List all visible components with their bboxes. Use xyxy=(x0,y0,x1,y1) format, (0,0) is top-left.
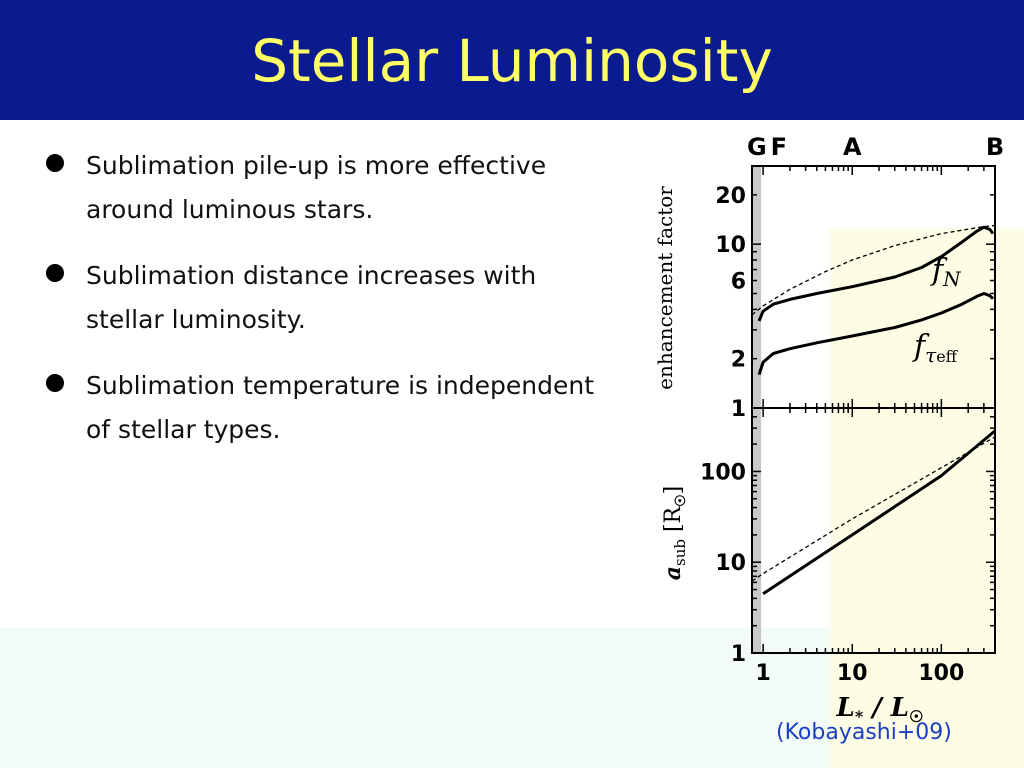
x-axis-label-part: / L xyxy=(863,693,909,723)
spectral-type-label: F xyxy=(771,133,787,161)
y-tick-label: 10 xyxy=(715,551,746,576)
bullet-text: Sublimation pile-up is more effective ar… xyxy=(86,151,547,224)
series-line-dashed xyxy=(751,224,996,316)
series-line-f-tau-eff xyxy=(757,292,995,376)
bullet-dot-icon xyxy=(46,154,64,172)
series-line-a-sub xyxy=(762,429,996,595)
series-label-sub: τ xyxy=(925,343,937,367)
y-axis-label-part: [R xyxy=(661,505,686,539)
series-line-f-n xyxy=(757,225,995,322)
x-tick-label: 1 xyxy=(755,661,770,686)
x-axis-label-sub: * xyxy=(855,707,864,726)
y-tick-label: 10 xyxy=(715,233,746,258)
spectral-type-label: G xyxy=(747,133,767,161)
bullet-item: Sublimation distance increases with stel… xyxy=(40,254,600,342)
x-axis-label-sun: ☉ xyxy=(909,707,923,726)
bullet-item: Sublimation temperature is independent o… xyxy=(40,364,600,452)
series-label-sub: N xyxy=(942,267,962,291)
y-tick-label: 6 xyxy=(731,270,746,295)
shaded-region xyxy=(752,408,762,653)
y-axis-label-sub: sub xyxy=(671,539,689,566)
bullet-item: Sublimation pile-up is more effective ar… xyxy=(40,144,600,232)
y-axis-label: asub [R☉] xyxy=(660,486,689,581)
spectral-type-label: A xyxy=(843,133,862,161)
bullet-text: Sublimation distance increases with stel… xyxy=(86,261,537,334)
y-axis-label-part: ] xyxy=(661,486,686,495)
y-axis-label-sun: ☉ xyxy=(673,494,689,507)
bullet-dot-icon xyxy=(46,264,64,282)
y-tick-label: 2 xyxy=(731,348,746,373)
y-axis-label: enhancement factor xyxy=(653,186,677,390)
series-label-f-tau-eff: fτeff xyxy=(912,329,959,367)
y-tick-label: 100 xyxy=(700,460,746,485)
series-label-f-n: fN xyxy=(930,253,962,291)
slide-title: Stellar Luminosity xyxy=(251,27,773,95)
spectral-type-label: B xyxy=(986,133,1004,161)
plot-frame xyxy=(751,407,996,654)
title-bar: Stellar Luminosity xyxy=(0,0,1024,120)
series-label-subsub: eff xyxy=(936,347,958,366)
chart-panel-2: 1 10 100 xyxy=(700,407,996,667)
series-line-dashed xyxy=(751,436,996,582)
x-tick-label: 100 xyxy=(918,661,964,686)
shaded-region xyxy=(752,166,762,408)
bullet-dot-icon xyxy=(46,374,64,392)
x-tick-label: 10 xyxy=(837,661,868,686)
y-tick-label: 20 xyxy=(715,184,746,209)
bullet-text: Sublimation temperature is independent o… xyxy=(86,371,595,444)
chart-panel-1: 1 2 6 10 20 xyxy=(715,165,996,422)
x-axis-label: L* / L☉ xyxy=(836,693,924,726)
citation: (Kobayashi+09) xyxy=(776,720,952,745)
bullet-list: Sublimation pile-up is more effective ar… xyxy=(40,144,600,474)
y-tick-label: 1 xyxy=(731,642,746,667)
y-tick-label: 1 xyxy=(731,397,746,422)
